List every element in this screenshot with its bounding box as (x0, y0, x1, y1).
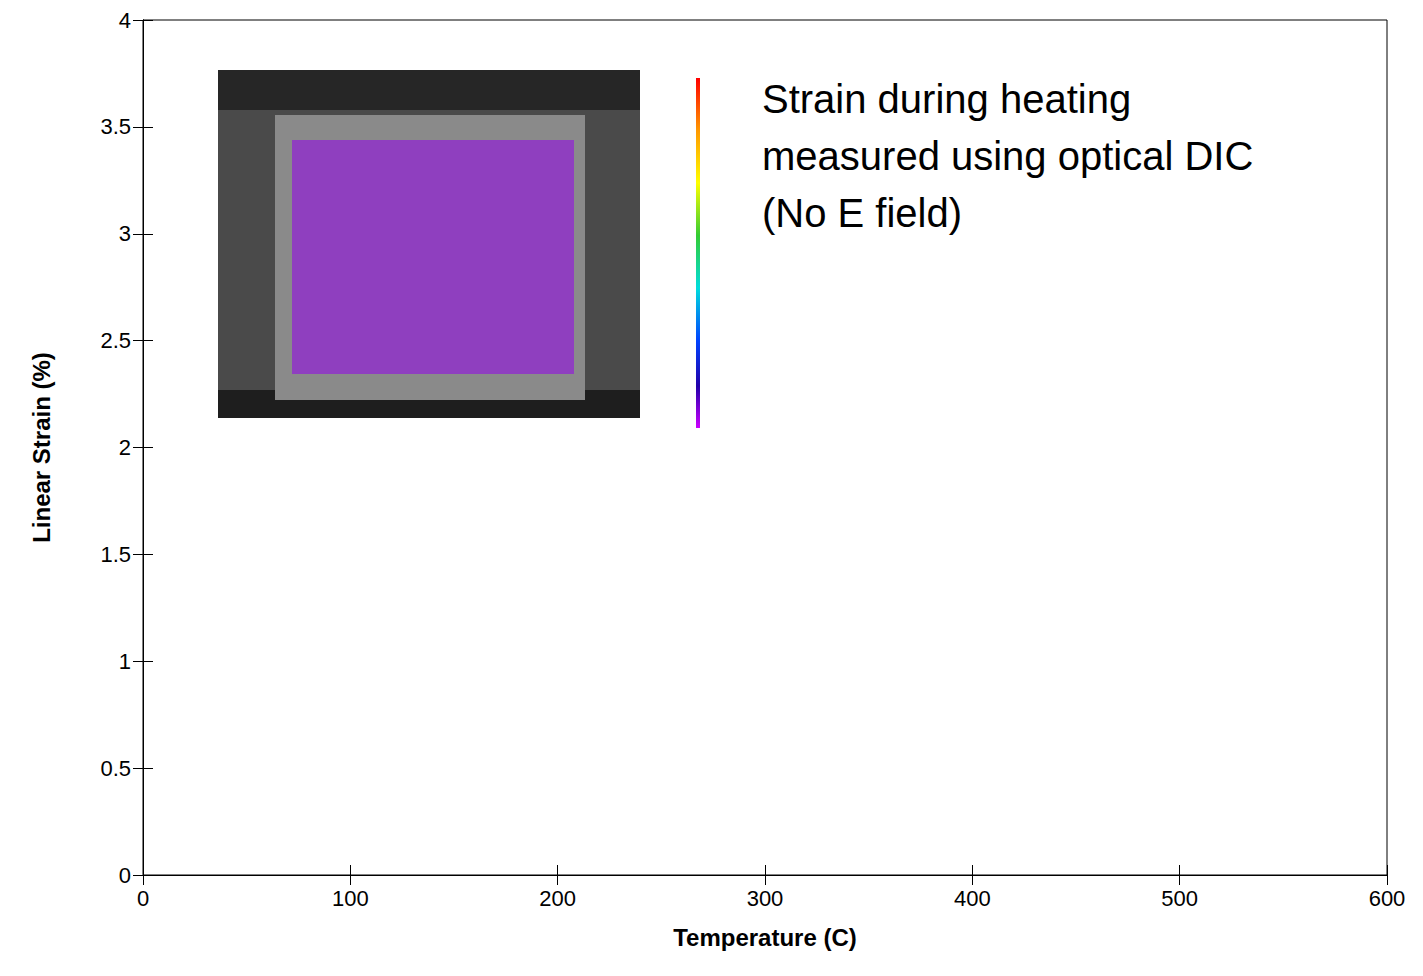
svg-text:Temperature (C): Temperature (C) (673, 924, 857, 951)
svg-text:200: 200 (539, 886, 576, 911)
svg-text:600: 600 (1369, 886, 1406, 911)
svg-text:500: 500 (1161, 886, 1198, 911)
svg-text:3: 3 (119, 221, 131, 246)
svg-text:4: 4 (119, 8, 131, 33)
svg-text:Strain during heating: Strain during heating (762, 77, 1131, 121)
svg-text:3.5: 3.5 (100, 114, 131, 139)
svg-text:2: 2 (119, 435, 131, 460)
svg-text:400: 400 (954, 886, 991, 911)
svg-text:(No E field): (No E field) (762, 191, 962, 235)
svg-text:300: 300 (747, 886, 784, 911)
svg-text:0: 0 (119, 863, 131, 888)
svg-text:1.5: 1.5 (100, 542, 131, 567)
svg-text:100: 100 (332, 886, 369, 911)
svg-text:measured using optical DIC: measured using optical DIC (762, 134, 1253, 178)
svg-text:1: 1 (119, 649, 131, 674)
svg-text:0: 0 (137, 886, 149, 911)
svg-text:2.5: 2.5 (100, 328, 131, 353)
svg-text:Linear Strain (%): Linear Strain (%) (28, 352, 55, 543)
svg-text:0.5: 0.5 (100, 756, 131, 781)
